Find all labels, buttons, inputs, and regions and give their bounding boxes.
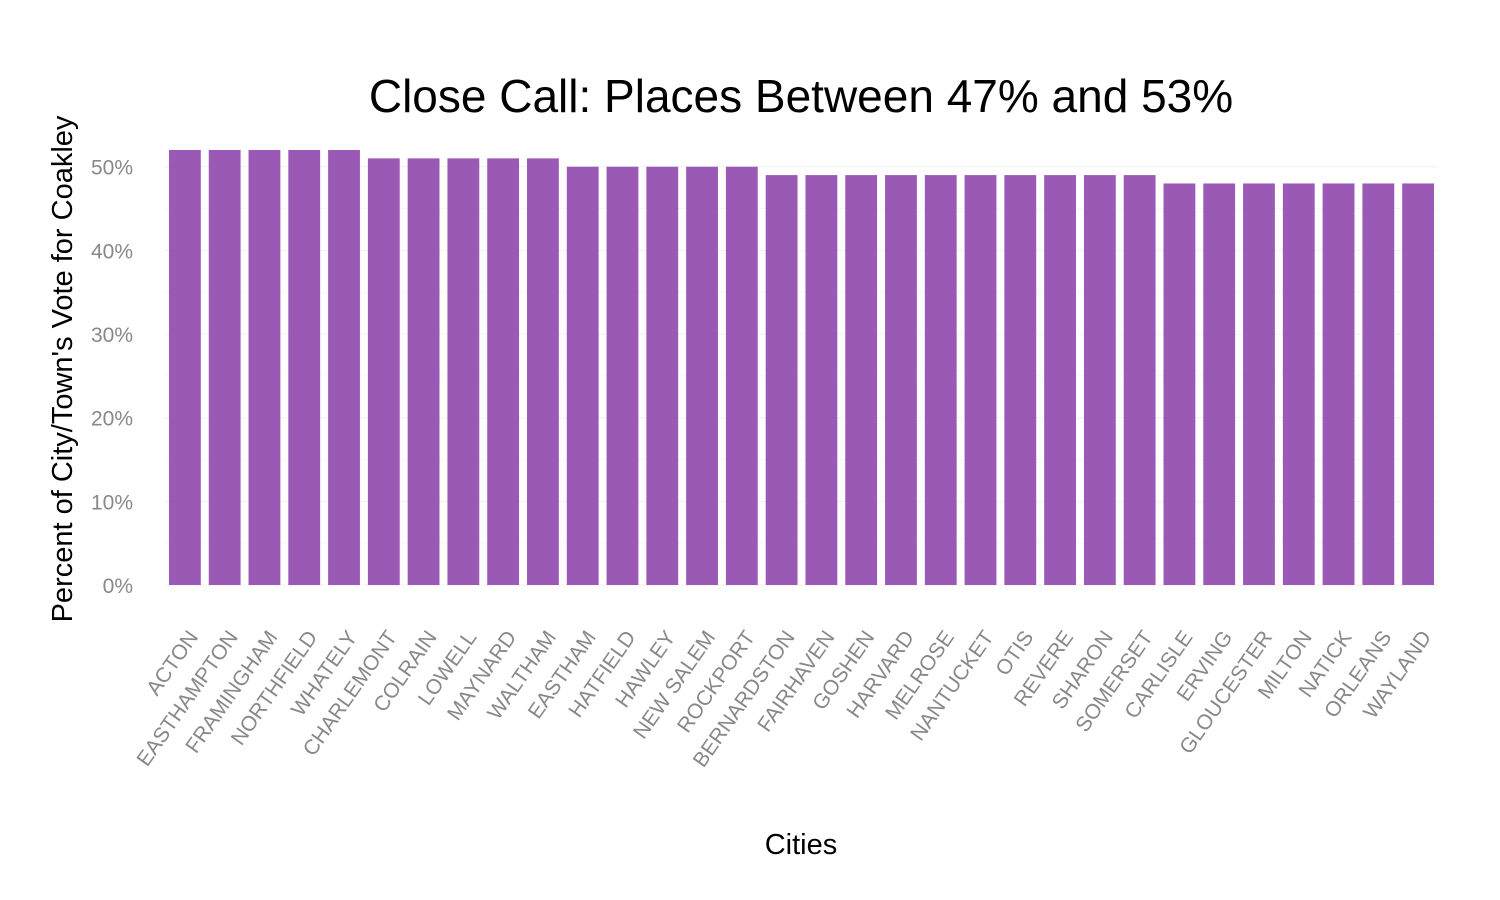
x-axis-title: Cities (765, 829, 838, 861)
bar (646, 166, 679, 585)
chart-title: Close Call: Places Between 47% and 53% (369, 70, 1233, 122)
y-tick-label: 0% (103, 575, 133, 598)
y-tick-label: 40% (91, 240, 133, 263)
bar (168, 150, 201, 585)
bar (1044, 175, 1076, 585)
bar (527, 158, 559, 585)
bar (367, 158, 400, 585)
bar (606, 166, 639, 585)
bar (1004, 175, 1037, 585)
y-axis-title: Percent of City/Town's Vote for Coakley (47, 115, 79, 622)
bars-layer (168, 150, 1435, 585)
bar (1203, 183, 1236, 585)
bar (765, 175, 798, 585)
y-tick-label: 50% (91, 157, 133, 180)
y-axis-ticks: 0% 10% 20% 30% 40% 50% (91, 157, 133, 598)
bar (288, 150, 321, 585)
bar (845, 175, 878, 585)
bar (328, 150, 360, 585)
bar (964, 175, 997, 585)
bar (1243, 183, 1275, 585)
bar (1362, 183, 1395, 585)
bar (1123, 175, 1156, 585)
bar (1083, 175, 1116, 585)
bar (805, 175, 838, 585)
bar (725, 166, 758, 585)
bar (1282, 183, 1315, 585)
bar (1163, 183, 1196, 585)
bar (407, 158, 440, 585)
bar (566, 166, 599, 585)
bar (487, 158, 520, 585)
y-tick-label: 20% (91, 408, 133, 431)
x-axis-ticks: ACTONEASTHAMPTONFRAMINGHAMNORTHFIELDWHAT… (132, 627, 1436, 772)
bar (1402, 183, 1435, 585)
bar (208, 150, 241, 585)
bar (1322, 183, 1355, 585)
bar (447, 158, 480, 585)
bar (924, 175, 957, 585)
bar (686, 166, 718, 585)
bar (885, 175, 917, 585)
y-tick-label: 10% (91, 491, 133, 514)
y-tick-label: 30% (91, 324, 133, 347)
bar (248, 150, 281, 585)
